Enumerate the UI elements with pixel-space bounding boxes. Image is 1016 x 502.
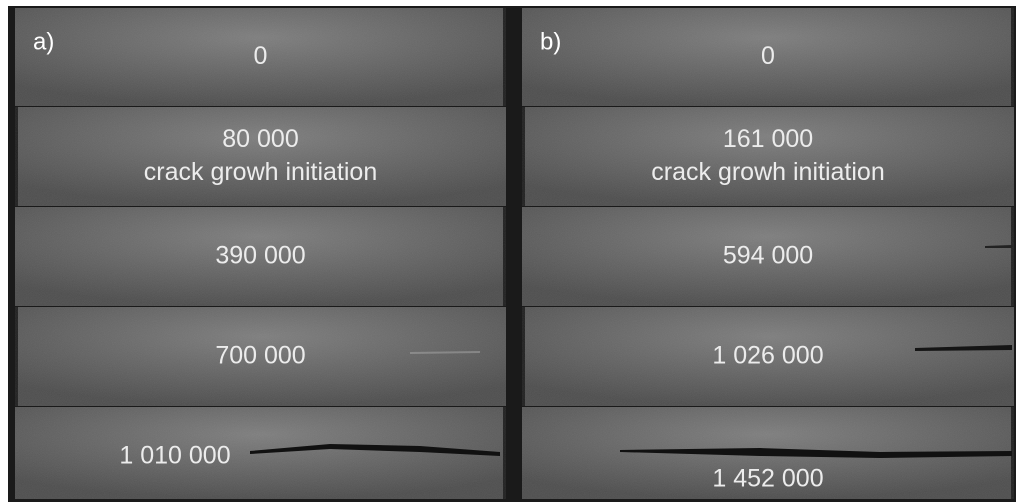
frame-caption: 390 000 bbox=[215, 242, 305, 270]
frame-caption: 594 000 bbox=[723, 242, 813, 270]
panel-label: b) bbox=[540, 28, 561, 55]
frame-caption: 80 000 bbox=[222, 125, 298, 153]
frame-caption: crack growh initiation bbox=[144, 158, 377, 186]
frame-caption: crack growh initiation bbox=[651, 158, 884, 186]
frame-caption: 1 010 000 bbox=[119, 442, 230, 470]
frame-caption: 0 bbox=[254, 42, 268, 70]
frame-noise bbox=[522, 107, 1014, 206]
frame-caption: 161 000 bbox=[723, 125, 813, 153]
frame-caption: 0 bbox=[761, 42, 775, 70]
frame-noise bbox=[15, 107, 506, 206]
frame-caption: 1 026 000 bbox=[712, 342, 823, 370]
panel-label: a) bbox=[33, 28, 54, 55]
frame-caption: 700 000 bbox=[215, 342, 305, 370]
image-composite: 0 80 000 crack growh initiation 390 000 700 … bbox=[0, 0, 1016, 502]
frame-caption: 1 452 000 bbox=[712, 465, 823, 493]
